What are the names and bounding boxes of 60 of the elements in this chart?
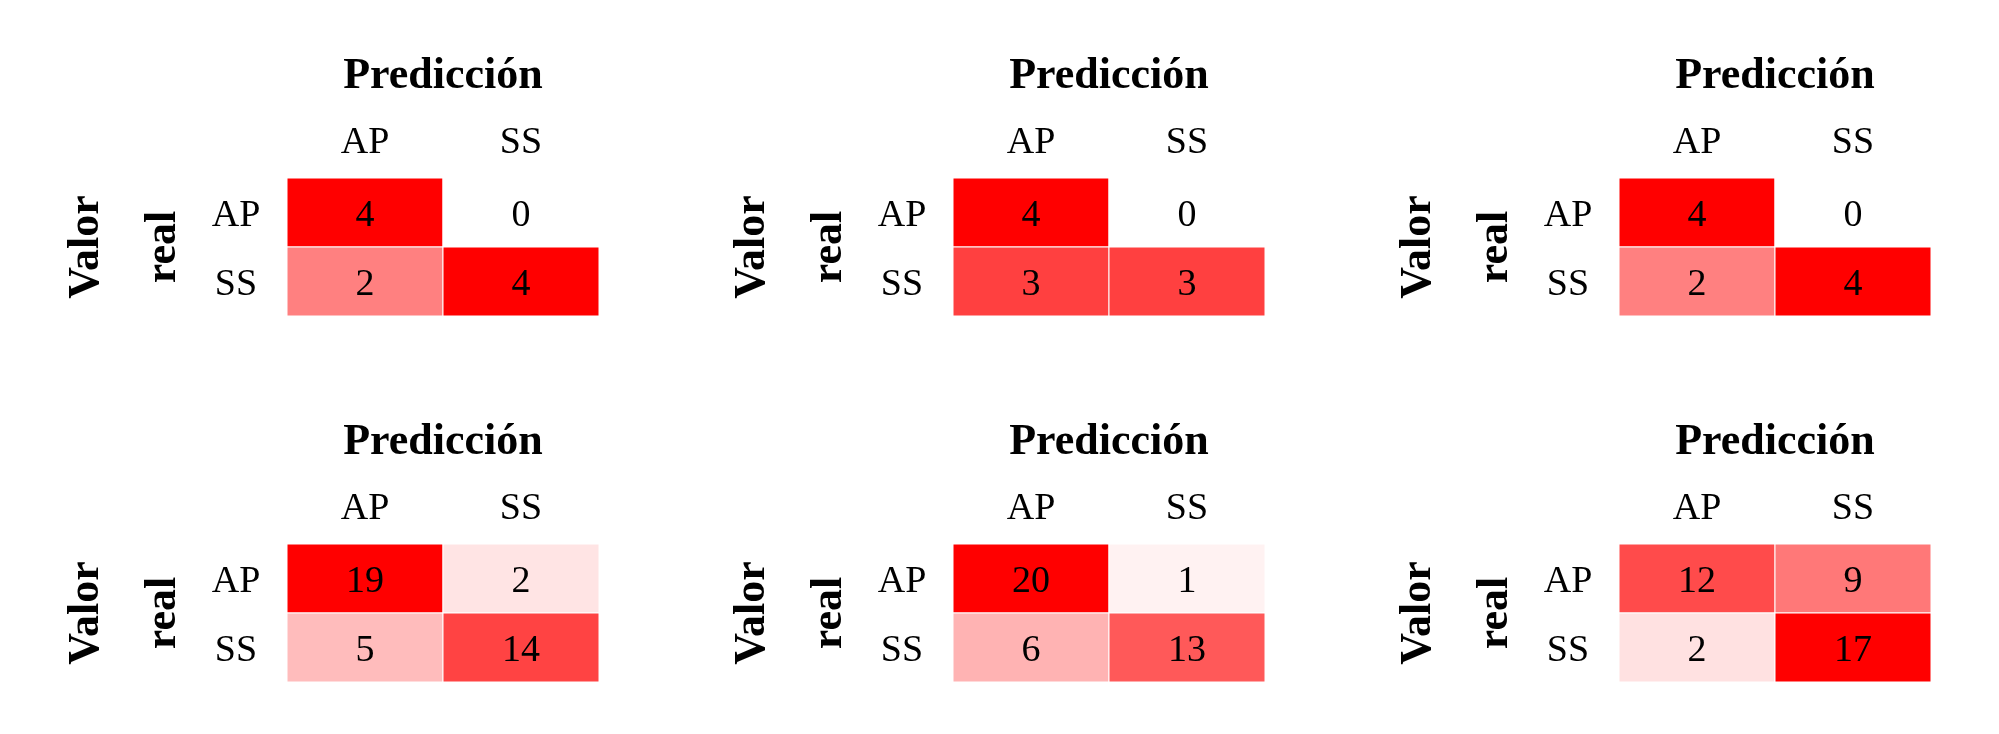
data-label: 17: [1834, 626, 1872, 669]
data-label: 2: [355, 260, 375, 303]
data-label: 9: [1843, 557, 1863, 600]
data-label: 14: [502, 626, 540, 669]
x-tick-label: AP: [340, 485, 390, 527]
y-axis-title: Valor real: [724, 561, 851, 665]
y-tick-label: AP: [211, 191, 261, 234]
data-label: 4: [511, 260, 531, 303]
y-tick-label: SS: [214, 626, 258, 669]
y-axis-title: Valor real: [724, 195, 851, 299]
data-label: 1: [1177, 557, 1197, 600]
x-axis-title: Predicción: [1009, 414, 1209, 464]
x-tick-label: SS: [499, 485, 543, 527]
x-tick-label: AP: [1006, 485, 1056, 527]
y-tick-label: SS: [214, 260, 258, 303]
y-tick-label: AP: [211, 557, 261, 600]
y-tick-label: AP: [877, 191, 927, 234]
data-label: 3: [1177, 260, 1197, 303]
y-tick-label: SS: [880, 260, 924, 303]
data-label: 4: [1687, 191, 1707, 234]
data-label: 6: [1021, 626, 1041, 669]
x-axis-title: Predicción: [1675, 48, 1875, 98]
x-tick-label: AP: [1006, 119, 1056, 161]
data-label: 12: [1678, 557, 1716, 600]
y-tick-label: SS: [1546, 260, 1590, 303]
data-label: 4: [355, 191, 375, 234]
x-tick-label: SS: [1165, 119, 1209, 161]
x-tick-label: AP: [1672, 119, 1722, 161]
y-tick-label: SS: [1546, 626, 1590, 669]
y-tick-label: AP: [1543, 557, 1593, 600]
x-tick-label: AP: [340, 119, 390, 161]
y-axis-title: Valor real: [58, 561, 185, 665]
x-tick-label: SS: [1831, 119, 1875, 161]
x-axis-title: Predicción: [343, 48, 543, 98]
x-axis-title: Predicción: [343, 414, 543, 464]
x-tick-label: SS: [1831, 485, 1875, 527]
data-label: 0: [511, 191, 531, 234]
x-axis-title: Predicción: [1009, 48, 1209, 98]
data-label: 0: [1843, 191, 1863, 234]
x-tick-label: SS: [1165, 485, 1209, 527]
data-label: 19: [346, 557, 384, 600]
data-label: 2: [1687, 626, 1707, 669]
data-label: 20: [1012, 557, 1050, 600]
y-axis-title: Valor real: [58, 195, 185, 299]
y-tick-label: SS: [880, 626, 924, 669]
y-tick-label: AP: [877, 557, 927, 600]
x-tick-label: SS: [499, 119, 543, 161]
data-label: 2: [511, 557, 531, 600]
data-label: 0: [1177, 191, 1197, 234]
y-axis-title: Valor real: [1390, 195, 1517, 299]
data-label: 4: [1021, 191, 1041, 234]
x-axis-title: Predicción: [1675, 414, 1875, 464]
data-label: 3: [1021, 260, 1041, 303]
data-label: 5: [355, 626, 375, 669]
data-label: 4: [1843, 260, 1863, 303]
data-label: 2: [1687, 260, 1707, 303]
y-axis-title: Valor real: [1390, 561, 1517, 665]
x-tick-label: AP: [1672, 485, 1722, 527]
y-tick-label: AP: [1543, 191, 1593, 234]
data-label: 13: [1168, 626, 1206, 669]
